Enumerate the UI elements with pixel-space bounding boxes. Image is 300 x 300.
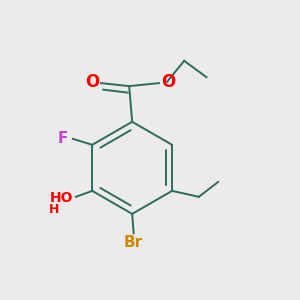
Text: O: O [85,73,100,91]
Text: O: O [161,73,175,91]
Text: H: H [48,203,59,216]
Text: Br: Br [124,235,143,250]
Text: HO: HO [49,191,73,205]
Text: F: F [57,131,68,146]
